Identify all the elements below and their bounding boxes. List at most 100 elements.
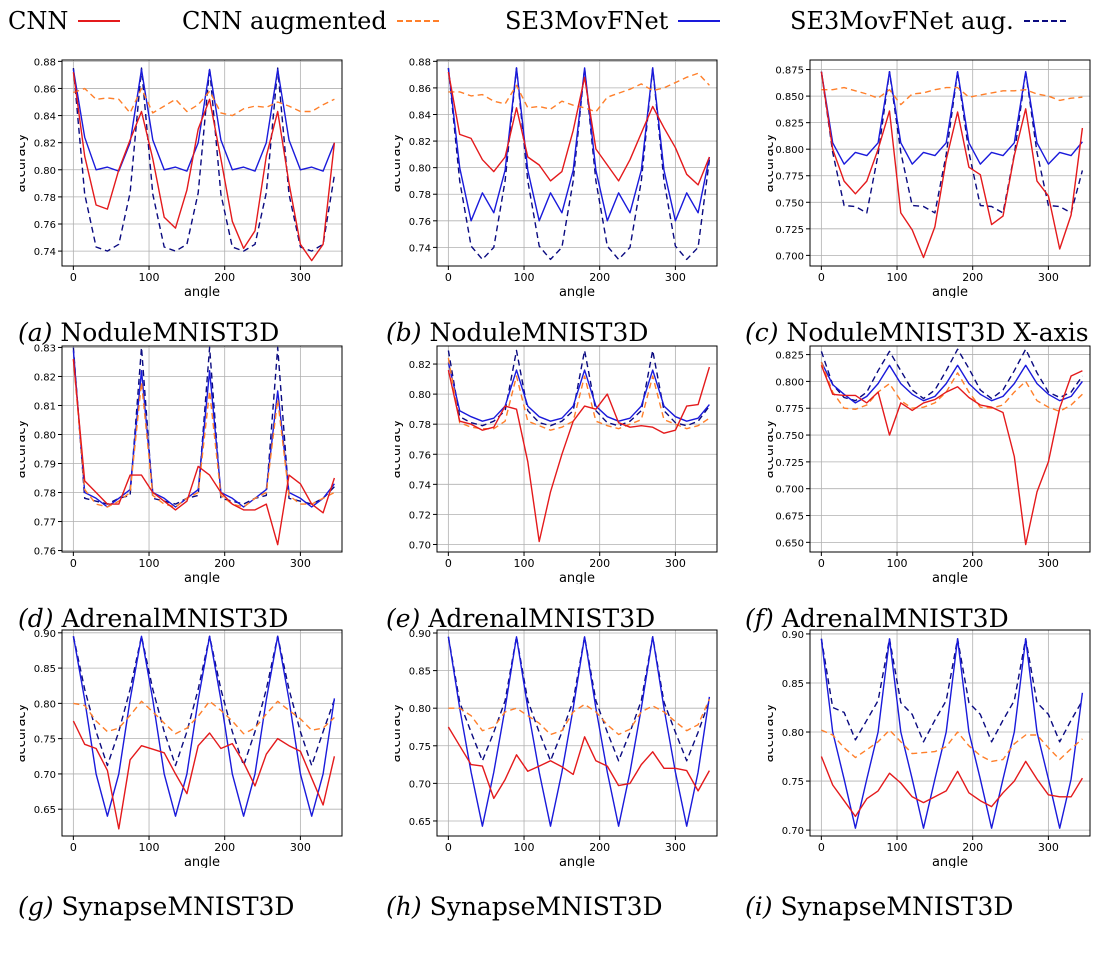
y-tick-label: 0.90 bbox=[34, 629, 56, 640]
series-line-se3 bbox=[447, 362, 710, 422]
plot-frame bbox=[436, 629, 718, 837]
series-line-se3 bbox=[820, 361, 1083, 404]
legend-item: CNN bbox=[8, 6, 121, 36]
y-tick-label: 0.80 bbox=[34, 166, 56, 177]
y-tick-label: 0.76 bbox=[34, 220, 56, 231]
series-line-cnn-aug bbox=[73, 700, 335, 735]
x-tick-label: 200 bbox=[589, 271, 610, 284]
x-tick-label: 200 bbox=[589, 841, 610, 854]
caption-letter: (a) bbox=[18, 318, 53, 347]
x-tick-label: 100 bbox=[887, 841, 908, 854]
series-line-se3-aug bbox=[447, 67, 711, 261]
x-tick-label: 100 bbox=[514, 271, 535, 284]
chart-panel: 0 100 200 300 0.70 0.72 0.74 0.76 0.78 0.80 0.82 an… bbox=[389, 338, 725, 586]
series-line-cnn-aug bbox=[73, 87, 335, 117]
series-line-cnn-aug bbox=[821, 86, 1083, 106]
legend-swatch bbox=[78, 20, 121, 22]
series-line-cnn-aug bbox=[72, 359, 335, 508]
x-tick-label: 300 bbox=[1038, 557, 1059, 570]
y-tick-label: 0.82 bbox=[409, 137, 431, 148]
y-tick-label: 0.875 bbox=[775, 66, 804, 77]
y-tick-label: 0.88 bbox=[409, 57, 431, 68]
plot-frame bbox=[61, 59, 343, 267]
caption-text: NoduleMNIST3D bbox=[429, 318, 649, 347]
y-axis-label: accuracy bbox=[20, 419, 29, 478]
y-tick-label: 0.74 bbox=[34, 247, 56, 258]
x-tick-label: 300 bbox=[1038, 841, 1059, 854]
series-line-cnn-aug bbox=[820, 361, 1083, 413]
x-tick-label: 0 bbox=[818, 557, 825, 570]
caption-letter: (f) bbox=[745, 604, 774, 633]
legend-label: CNN bbox=[8, 7, 69, 35]
y-tick-label: 0.76 bbox=[409, 450, 431, 461]
caption-text: AdrenalMNIST3D bbox=[61, 604, 289, 633]
chart-svg: 0 100 200 300 0.65 0.70 0.75 0.80 0.85 0.90 angle a… bbox=[14, 629, 343, 870]
y-axis-label: accuracy bbox=[768, 133, 777, 192]
caption-text: AdrenalMNIST3D bbox=[781, 604, 1009, 633]
legend-item: CNN augmented bbox=[182, 6, 439, 36]
x-tick-label: 100 bbox=[887, 557, 908, 570]
caption-text: SynapseMNIST3D bbox=[780, 892, 1014, 921]
x-tick-label: 100 bbox=[514, 841, 535, 854]
x-tick-label: 300 bbox=[290, 557, 311, 570]
y-tick-label: 0.75 bbox=[782, 777, 804, 788]
chart-svg: 0 100 200 300 0.700 0.725 0.750 0.775 0.800 0.825… bbox=[762, 59, 1091, 300]
chart-svg: 0 100 200 300 0.76 0.77 0.78 0.79 0.80 0.81 0.82 0.… bbox=[14, 343, 343, 586]
x-axis-label: angle bbox=[184, 285, 220, 298]
y-tick-label: 0.78 bbox=[34, 193, 56, 204]
y-tick-label: 0.90 bbox=[409, 629, 431, 640]
x-axis-label: angle bbox=[932, 285, 968, 298]
x-axis-label: angle bbox=[184, 571, 220, 584]
y-tick-label: 0.78 bbox=[409, 420, 431, 431]
plot-frame bbox=[809, 629, 1091, 837]
x-axis-label: angle bbox=[932, 855, 968, 868]
y-tick-label: 0.70 bbox=[782, 826, 804, 837]
y-tick-label: 0.725 bbox=[775, 225, 804, 236]
y-tick-label: 0.84 bbox=[34, 112, 56, 123]
plot-frame bbox=[61, 629, 343, 837]
y-tick-label: 0.86 bbox=[409, 84, 431, 95]
caption-letter: (d) bbox=[18, 604, 54, 633]
y-tick-label: 0.70 bbox=[34, 770, 56, 781]
series-line-se3-aug bbox=[72, 635, 336, 767]
chart-svg: 0 100 200 300 0.65 0.70 0.75 0.80 0.85 0.90 angle a… bbox=[389, 629, 718, 870]
caption-letter: (c) bbox=[745, 318, 779, 347]
chart-svg: 0 100 200 300 0.650 0.675 0.700 0.725 0.750 0.775… bbox=[762, 345, 1091, 586]
legend-swatch bbox=[396, 20, 439, 22]
y-tick-label: 0.86 bbox=[34, 84, 56, 95]
y-tick-label: 0.80 bbox=[34, 430, 56, 441]
chart-panel: 0 100 200 300 0.74 0.76 0.78 0.80 0.82 0.84 0.86 0.… bbox=[389, 52, 725, 300]
caption-text: AdrenalMNIST3D bbox=[428, 604, 656, 633]
x-axis-label: angle bbox=[559, 571, 595, 584]
figure-legend: CNN CNN augmented SE3MovFNet SE3MovFNet aug… bbox=[0, 0, 1107, 44]
series-line-se3-aug bbox=[820, 71, 1084, 214]
caption-letter: (b) bbox=[386, 318, 422, 347]
y-tick-label: 0.85 bbox=[782, 679, 804, 690]
y-tick-label: 0.725 bbox=[775, 458, 804, 469]
chart-panel: 0 100 200 300 0.70 0.75 0.80 0.85 0.90 angle accur… bbox=[762, 622, 1098, 870]
x-tick-label: 200 bbox=[962, 271, 983, 284]
panel-caption: (d) AdrenalMNIST3D bbox=[18, 604, 288, 633]
y-tick-label: 0.78 bbox=[409, 190, 431, 201]
caption-letter: (i) bbox=[745, 892, 773, 921]
y-tick-label: 0.750 bbox=[775, 198, 804, 209]
y-tick-label: 0.700 bbox=[775, 251, 804, 262]
y-tick-label: 0.80 bbox=[409, 704, 431, 715]
y-axis-label: accuracy bbox=[768, 419, 777, 478]
y-tick-label: 0.90 bbox=[782, 630, 804, 641]
y-tick-label: 0.84 bbox=[409, 110, 431, 121]
x-tick-label: 0 bbox=[70, 557, 77, 570]
y-axis-label: accuracy bbox=[395, 703, 404, 762]
y-tick-label: 0.81 bbox=[34, 401, 56, 412]
series-line-cnn-aug bbox=[821, 729, 1083, 763]
chart-svg: 0 100 200 300 0.74 0.76 0.78 0.80 0.82 0.84 0.86 0.… bbox=[389, 57, 718, 300]
series-line-cnn-aug bbox=[448, 698, 711, 736]
series-line-se3 bbox=[72, 635, 336, 817]
y-tick-label: 0.80 bbox=[409, 164, 431, 175]
series-line-cnn bbox=[72, 72, 336, 262]
y-tick-label: 0.650 bbox=[775, 538, 804, 549]
chart-panel: 0 100 200 300 0.76 0.77 0.78 0.79 0.80 0.81 0.82 0.… bbox=[14, 338, 350, 586]
plot-frame bbox=[436, 59, 718, 267]
series-line-se3-aug bbox=[72, 67, 336, 252]
chart-panel: 0 100 200 300 0.65 0.70 0.75 0.80 0.85 0.90 angle a… bbox=[14, 622, 350, 870]
